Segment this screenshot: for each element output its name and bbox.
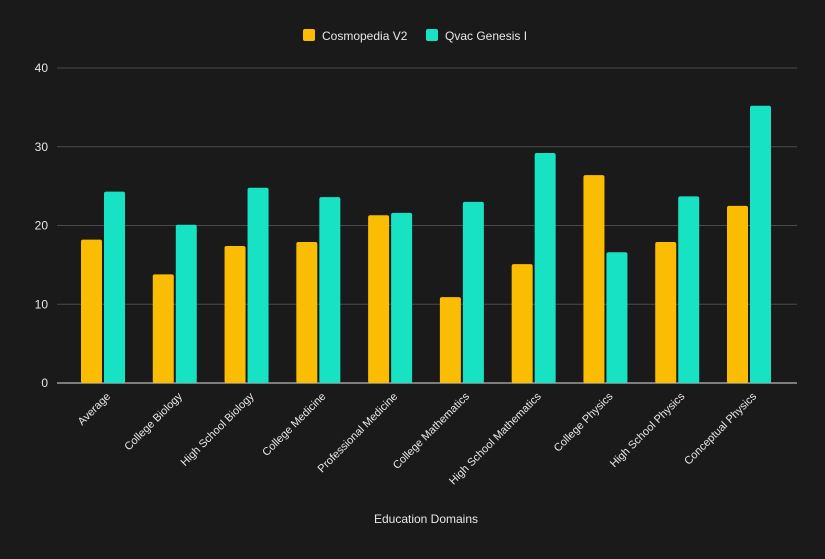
y-tick-label: 40: [35, 61, 49, 75]
legend: Cosmopedia V2 Qvac Genesis I: [303, 29, 527, 43]
bar-cosmopedia: [727, 205, 748, 383]
bar-cosmopedia: [296, 242, 318, 383]
bar-cosmopedia: [655, 242, 677, 383]
x-tick-label: High School Physics: [608, 390, 688, 470]
bar-qvac: [175, 224, 197, 383]
bars: [81, 105, 771, 384]
bar-cosmopedia: [81, 239, 102, 383]
legend-label: Cosmopedia V2: [322, 29, 408, 43]
bar-qvac: [534, 153, 556, 383]
x-tick-label: Average: [76, 391, 113, 428]
bar-qvac: [391, 212, 413, 383]
x-tick-label: High School Biology: [179, 390, 257, 468]
bar-cosmopedia: [583, 175, 605, 383]
legend-swatch: [303, 29, 315, 41]
x-tick-label: Professional Medicine: [316, 391, 401, 476]
x-tick-label: Conceptual Physics: [682, 390, 759, 467]
x-tick-label: College Mathematics: [391, 390, 472, 471]
x-axis-label: Education Domains: [374, 512, 478, 526]
legend-swatch: [426, 29, 438, 41]
x-tick-label: College Biology: [122, 390, 185, 453]
bar-cosmopedia: [439, 297, 461, 383]
bar-cosmopedia: [511, 264, 533, 383]
x-tick-label: College Medicine: [260, 391, 328, 459]
bar-cosmopedia: [152, 274, 174, 383]
bar-cosmopedia: [224, 245, 246, 383]
bar-qvac: [678, 196, 700, 383]
bar-qvac: [462, 201, 484, 383]
bar-cosmopedia: [368, 215, 390, 383]
bar-qvac: [104, 191, 125, 383]
y-tick-label: 30: [35, 140, 49, 154]
y-tick-label: 20: [35, 219, 49, 233]
bar-qvac: [606, 252, 628, 383]
bar-qvac: [247, 187, 269, 383]
bar-qvac: [750, 105, 771, 384]
x-tick-label: College Physics: [552, 390, 616, 454]
bar-qvac: [319, 197, 341, 383]
y-tick-label: 10: [35, 297, 49, 311]
legend-label: Qvac Genesis I: [445, 29, 527, 43]
y-tick-label: 0: [41, 376, 48, 390]
